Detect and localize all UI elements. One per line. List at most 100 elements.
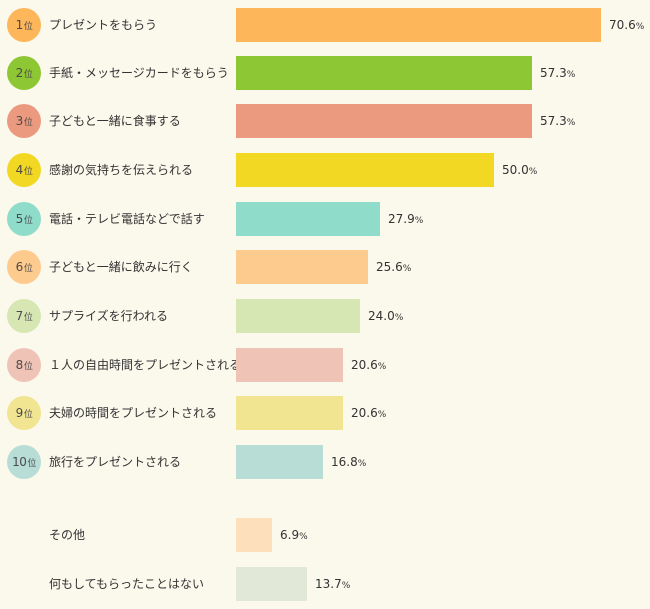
data-label: 27.9% xyxy=(388,202,423,236)
data-label-unit: % xyxy=(357,459,367,469)
category-label: １人の自由時間をプレゼントされる xyxy=(49,358,242,372)
bar xyxy=(236,104,532,138)
data-label-unit: % xyxy=(394,313,404,323)
rank-number: 7 xyxy=(15,309,24,323)
data-label-unit: % xyxy=(528,167,538,177)
rank-suffix: 位 xyxy=(27,458,36,469)
rank-suffix: 位 xyxy=(23,166,33,177)
category-label: サプライズを行われる xyxy=(49,309,169,323)
rank-badge: 10 位 xyxy=(7,445,41,479)
data-label-unit: % xyxy=(402,264,412,274)
data-label-value: 70.6 xyxy=(609,18,636,32)
category-label: 子どもと一緒に食事する xyxy=(49,114,181,128)
list-item: 7 位サプライズを行われる 24.0% xyxy=(0,299,650,333)
list-item: 3 位子どもと一緒に食事する 57.3% xyxy=(0,104,650,138)
rank-number: 3 xyxy=(15,114,24,128)
list-item: 6 位子どもと一緒に飲みに行く 25.6% xyxy=(0,250,650,284)
category-label: 電話・テレビ電話などで話す xyxy=(49,212,205,226)
data-label-value: 27.9 xyxy=(388,212,415,226)
data-label: 57.3% xyxy=(540,56,575,90)
data-label-unit: % xyxy=(341,581,351,591)
data-label: 6.9% xyxy=(280,518,308,552)
data-label-value: 13.7 xyxy=(315,577,342,591)
list-item: 10 位旅行をプレゼントされる 16.8% xyxy=(0,445,650,479)
rank-number: 1 xyxy=(15,18,24,32)
category-label: 何もしてもらったことはない xyxy=(49,577,205,591)
data-label-unit: % xyxy=(414,216,424,226)
bar xyxy=(236,348,343,382)
rank-suffix: 位 xyxy=(23,69,33,80)
rank-suffix: 位 xyxy=(23,263,33,274)
data-label-unit: % xyxy=(377,362,387,372)
list-item: 1 位プレゼントをもらう 70.6% xyxy=(0,8,650,42)
data-label-value: 20.6 xyxy=(351,406,378,420)
rank-number: 4 xyxy=(15,163,24,177)
data-label: 24.0% xyxy=(368,299,403,333)
bar xyxy=(236,153,494,187)
data-label: 25.6% xyxy=(376,250,411,284)
category-label: その他 xyxy=(49,528,86,542)
list-item: 8 位 １人の自由時間をプレゼントされる 20.6% xyxy=(0,348,650,382)
rank-suffix: 位 xyxy=(23,117,33,128)
bar xyxy=(236,250,368,284)
data-label: 50.0% xyxy=(502,153,537,187)
rank-suffix: 位 xyxy=(23,312,33,323)
category-label: 夫婦の時間をプレゼントされる xyxy=(49,406,218,420)
bar xyxy=(236,56,532,90)
rank-suffix: 位 xyxy=(23,361,33,372)
data-label-value: 20.6 xyxy=(351,358,378,372)
data-label-value: 57.3 xyxy=(540,66,567,80)
bar xyxy=(236,299,360,333)
data-label: 13.7% xyxy=(315,567,350,601)
bar xyxy=(236,8,601,42)
rank-number: 9 xyxy=(15,406,24,420)
category-label: 手紙・メッセージカードをもらう xyxy=(49,66,229,80)
data-label: 20.6% xyxy=(351,348,386,382)
bar xyxy=(236,445,323,479)
rank-number: 2 xyxy=(15,66,24,80)
list-item: 9 位夫婦の時間をプレゼントされる 20.6% xyxy=(0,396,650,430)
rank-suffix: 位 xyxy=(23,215,33,226)
list-item: 4 位感謝の気持ちを伝えられる 50.0% xyxy=(0,153,650,187)
category-label: 旅行をプレゼントされる xyxy=(49,455,182,469)
bar xyxy=(236,396,343,430)
category-label: 子どもと一緒に飲みに行く xyxy=(49,260,193,274)
data-label-value: 50.0 xyxy=(502,163,529,177)
data-label-unit: % xyxy=(377,410,387,420)
data-label: 57.3% xyxy=(540,104,575,138)
rank-number: 10 xyxy=(12,455,27,469)
rank-suffix: 位 xyxy=(23,409,33,420)
rank-number: 8 xyxy=(15,358,24,372)
rank-number: 5 xyxy=(15,212,24,226)
bar xyxy=(236,202,380,236)
data-label-value: 16.8 xyxy=(331,455,358,469)
list-item: 何もしてもらったことはない 13.7% xyxy=(0,567,650,601)
rank-number: 6 xyxy=(15,260,24,274)
bar xyxy=(236,567,307,601)
category-label: 感謝の気持ちを伝えられる xyxy=(49,163,194,177)
rank-suffix: 位 xyxy=(23,21,33,32)
data-label-value: 57.3 xyxy=(540,114,567,128)
data-label-value: 6.9 xyxy=(280,528,300,542)
list-item: その他 6.9% xyxy=(0,518,650,552)
bar xyxy=(236,518,272,552)
data-label-unit: % xyxy=(566,118,576,128)
data-label: 20.6% xyxy=(351,396,386,430)
data-label-value: 25.6 xyxy=(376,260,403,274)
data-label-unit: % xyxy=(635,22,645,32)
data-label: 16.8% xyxy=(331,445,366,479)
data-label-unit: % xyxy=(299,532,308,542)
category-label: プレゼントをもらう xyxy=(49,18,158,32)
list-item: 2 位手紙・メッセージカードをもらう 57.3% xyxy=(0,56,650,90)
list-item: 5 位電話・テレビ電話などで話す 27.9% xyxy=(0,202,650,236)
